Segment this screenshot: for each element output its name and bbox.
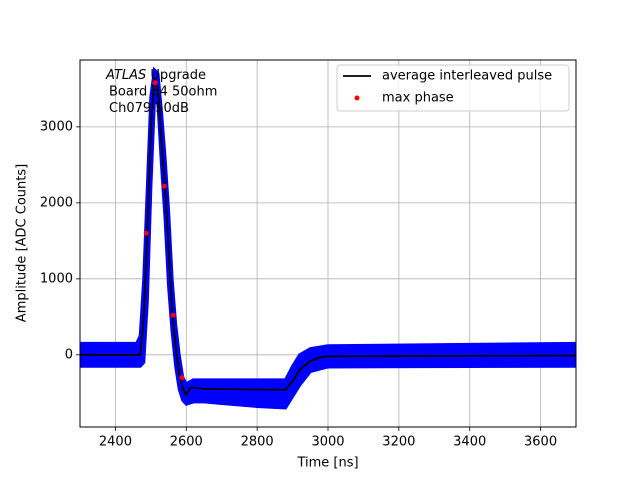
legend-label: average interleaved pulse: [382, 69, 552, 84]
average-line: [80, 77, 576, 397]
x-tick-label: 2400: [99, 435, 132, 450]
pulse-band: [80, 66, 576, 410]
legend-dot: [354, 95, 360, 101]
x-tick-label: 3200: [382, 435, 415, 450]
x-tick-label: 2800: [241, 435, 274, 450]
max-phase-point: [152, 80, 158, 86]
annotation-line: Board 34 50ohm: [109, 85, 217, 100]
x-axis-label: Time [ns]: [296, 456, 358, 471]
x-tick-label: 3400: [453, 435, 486, 450]
annotation-line: Ch079 50dB: [109, 101, 189, 116]
max-phase-point: [161, 183, 167, 189]
y-tick-label: 1000: [40, 271, 73, 286]
y-tick-label: 3000: [40, 119, 73, 134]
max-phase-point: [170, 312, 176, 318]
max-phase-point: [143, 230, 149, 236]
annotation-italic: ATLAS: [105, 68, 146, 83]
legend-box: [336, 64, 570, 112]
y-tick-label: 0: [65, 347, 73, 362]
x-tick-label: 2600: [170, 435, 203, 450]
max-phase-point: [179, 375, 185, 381]
y-axis-label: Amplitude [ADC Counts]: [15, 164, 30, 322]
annotation: ATLAS Upgrade: [105, 68, 206, 83]
plot-frame: [79, 59, 577, 428]
annotation-line: Upgrade: [150, 68, 206, 83]
x-tick-label: 3600: [524, 435, 557, 450]
x-tick-label: 3000: [311, 435, 344, 450]
legend-label: max phase: [382, 91, 454, 106]
y-tick-label: 2000: [40, 195, 73, 210]
